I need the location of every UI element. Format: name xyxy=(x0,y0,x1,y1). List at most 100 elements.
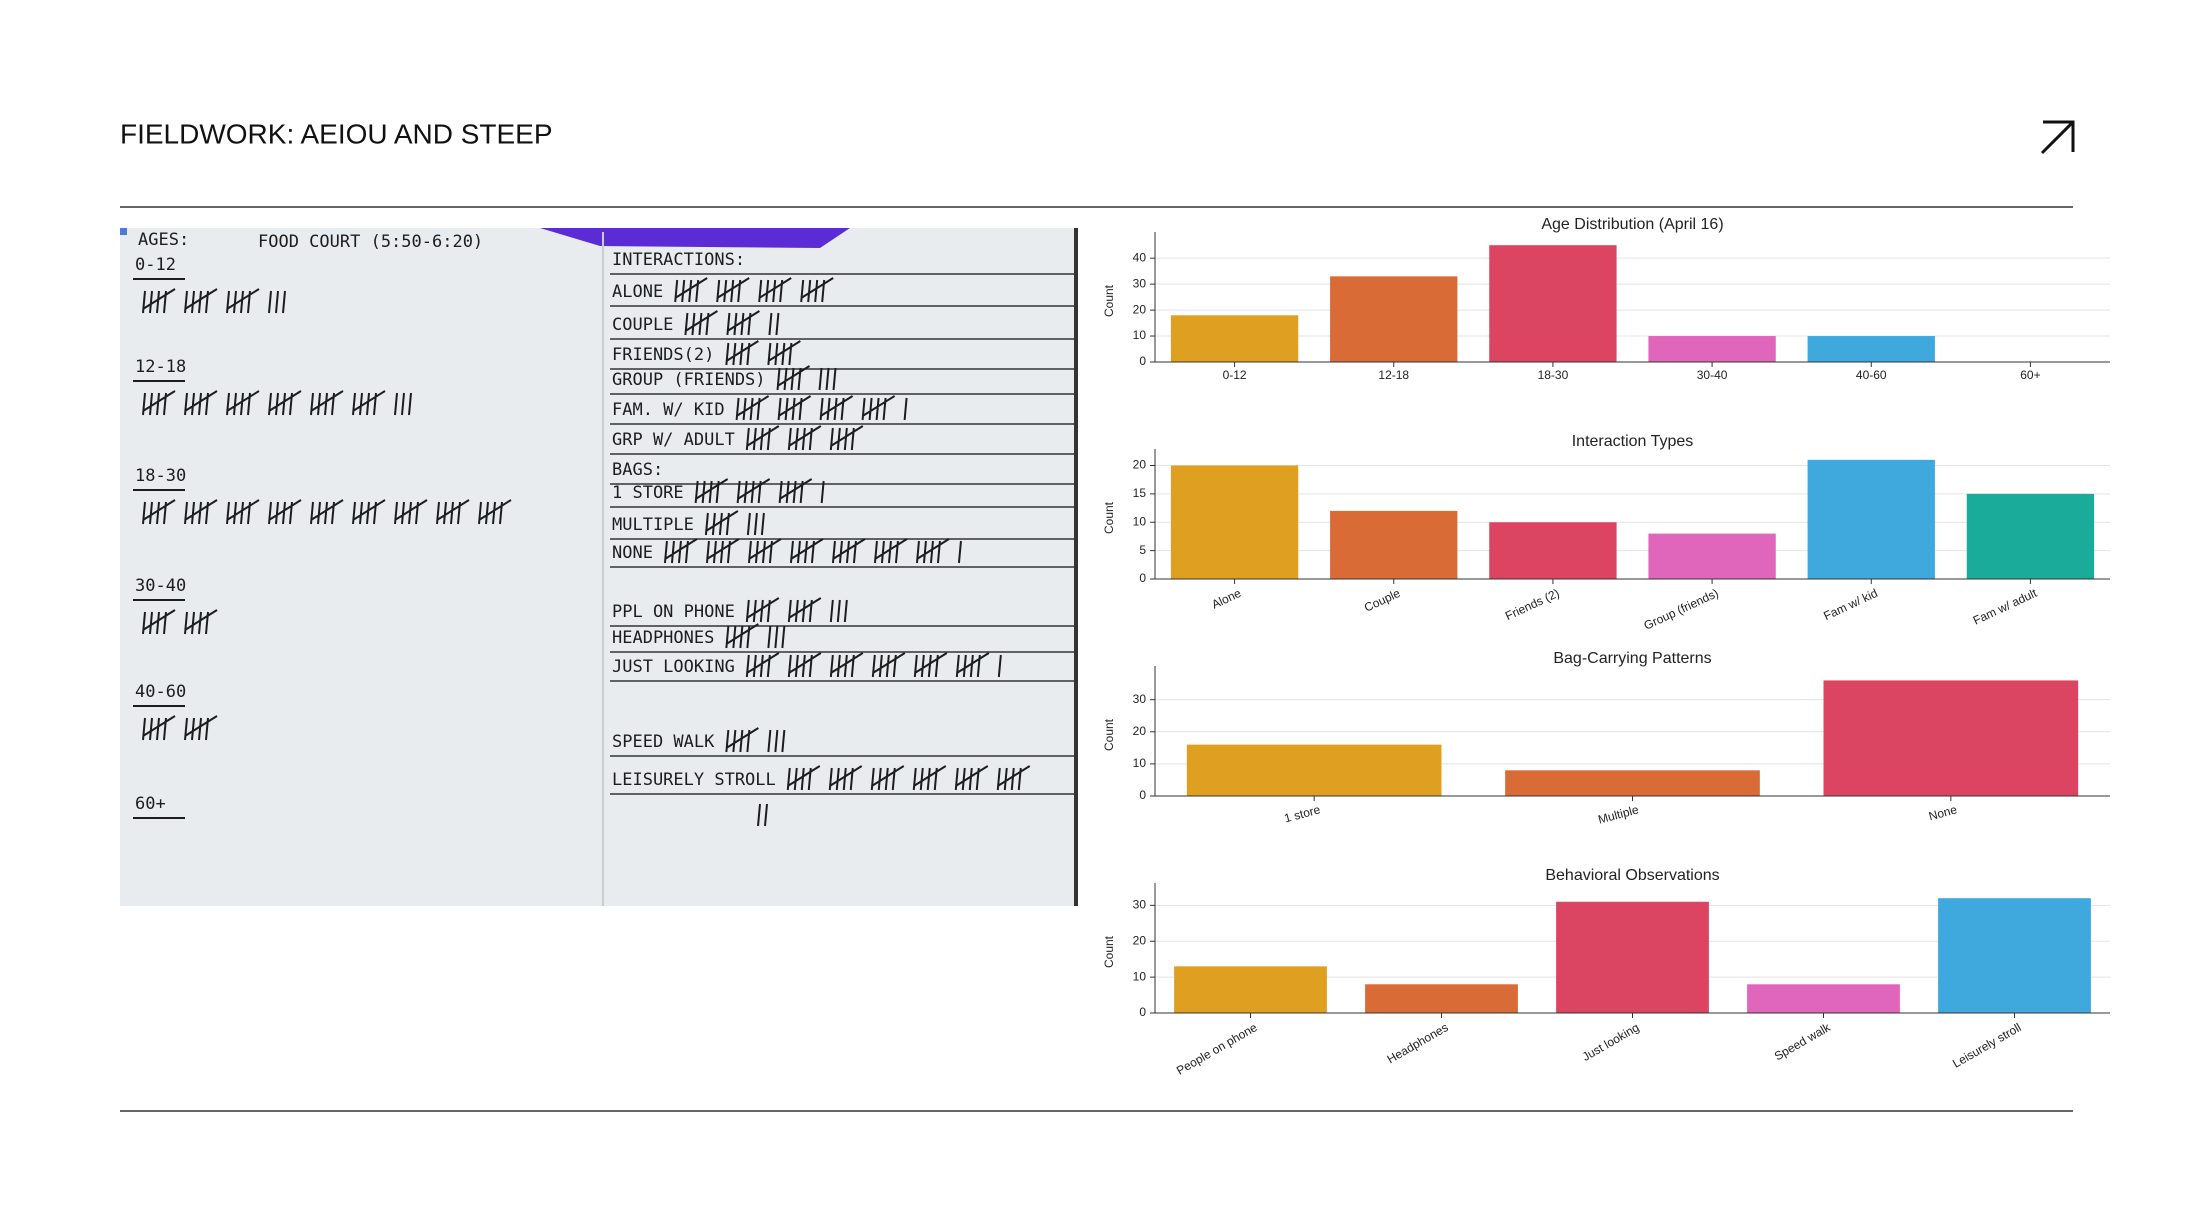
chart-title: Behavioral Observations xyxy=(1545,867,1719,884)
slide-title: FIELDWORK: AEIOU AND STEEP xyxy=(120,118,553,149)
bar xyxy=(1186,744,1442,796)
tally-marks xyxy=(694,478,825,504)
note-label: SPEED WALK xyxy=(612,732,715,752)
tally-marks xyxy=(663,538,962,564)
tally-marks xyxy=(142,499,512,525)
y-tick-label: 0 xyxy=(1139,1005,1146,1019)
x-tick-label: 1 store xyxy=(1283,802,1322,825)
note-label: LEISURELY STROLL xyxy=(612,770,776,790)
y-axis-label: Count xyxy=(1102,501,1116,534)
x-tick-label: None xyxy=(1927,802,1959,823)
x-tick-label: Headphones xyxy=(1385,1020,1451,1066)
notes-heading: AGES: xyxy=(138,230,189,250)
tally-marks xyxy=(142,288,286,314)
tally-marks xyxy=(745,652,1002,678)
x-tick-label: 30-40 xyxy=(1697,368,1728,382)
y-tick-label: 10 xyxy=(1133,328,1147,342)
tally-marks xyxy=(725,623,786,649)
note-label: INTERACTIONS: xyxy=(612,250,745,270)
bar xyxy=(1330,276,1458,362)
y-axis-label: Count xyxy=(1102,935,1116,968)
y-tick-label: 20 xyxy=(1133,302,1147,316)
y-axis-label: Count xyxy=(1102,284,1116,317)
x-tick-label: Fam w/ adult xyxy=(1971,586,2040,628)
note-label: 60+ xyxy=(135,794,166,814)
y-tick-label: 30 xyxy=(1133,276,1147,290)
x-tick-label: Multiple xyxy=(1597,802,1641,826)
note-label: 30-40 xyxy=(135,576,186,596)
x-tick-label: People on phone xyxy=(1174,1020,1260,1078)
tally-marks xyxy=(745,597,848,623)
tally-marks xyxy=(142,609,218,635)
bar xyxy=(1938,898,2091,1013)
x-tick-label: 12-18 xyxy=(1378,368,1409,382)
bar xyxy=(1489,522,1617,579)
bar xyxy=(1823,680,2079,796)
bar xyxy=(1170,465,1299,579)
bar xyxy=(1966,493,2095,579)
note-label: GRP W/ ADULT xyxy=(612,430,735,450)
y-tick-label: 30 xyxy=(1133,692,1147,706)
note-label: FRIENDS(2) xyxy=(612,345,714,365)
note-label: GROUP (FRIENDS) xyxy=(612,370,766,390)
y-axis-label: Count xyxy=(1102,718,1116,751)
tally-marks xyxy=(674,277,834,303)
x-tick-label: Alone xyxy=(1209,586,1243,612)
note-label: PPL ON PHONE xyxy=(612,602,735,622)
y-tick-label: 15 xyxy=(1133,486,1147,500)
tally-marks xyxy=(735,395,908,421)
arrow-icon[interactable] xyxy=(2040,120,2075,155)
note-label: FAM. W/ KID xyxy=(612,400,725,420)
bar xyxy=(1807,459,1935,579)
y-tick-label: 10 xyxy=(1133,756,1147,770)
tally-marks xyxy=(704,510,765,536)
x-tick-label: Fam w/ kid xyxy=(1821,586,1879,623)
tally-marks xyxy=(757,765,1031,827)
y-tick-label: 20 xyxy=(1133,458,1147,472)
note-label: 1 STORE xyxy=(612,483,684,503)
x-tick-label: 0-12 xyxy=(1223,368,1247,382)
bar xyxy=(1648,336,1776,362)
y-tick-label: 0 xyxy=(1139,571,1146,585)
chart-title: Age Distribution (April 16) xyxy=(1541,216,1723,233)
tally-marks xyxy=(776,365,837,391)
x-tick-label: Just looking xyxy=(1580,1020,1642,1064)
note-label: COUPLE xyxy=(612,315,673,335)
bar xyxy=(1648,533,1776,579)
tally-marks xyxy=(142,715,218,741)
x-tick-label: 60+ xyxy=(2020,368,2040,382)
y-tick-label: 20 xyxy=(1133,933,1147,947)
y-tick-label: 5 xyxy=(1139,543,1146,557)
note-label: HEADPHONES xyxy=(612,628,714,648)
y-tick-label: 30 xyxy=(1133,898,1147,912)
chart-title: Interaction Types xyxy=(1572,433,1694,450)
note-label: 18-30 xyxy=(135,466,186,486)
y-tick-label: 20 xyxy=(1133,724,1147,738)
x-tick-label: Couple xyxy=(1362,586,1403,615)
note-label: NONE xyxy=(612,543,653,563)
chart-title: Bag-Carrying Patterns xyxy=(1553,650,1711,667)
note-label: JUST LOOKING xyxy=(612,657,735,677)
note-label: BAGS: xyxy=(612,460,663,480)
y-tick-label: 10 xyxy=(1133,514,1147,528)
note-label: MULTIPLE xyxy=(612,515,694,535)
x-tick-label: Group (friends) xyxy=(1642,586,1721,633)
note-label: ALONE xyxy=(612,282,663,302)
notes-location: FOOD COURT (5:50-6:20) xyxy=(258,232,483,252)
note-label: 12-18 xyxy=(135,357,186,377)
x-tick-label: Friends (2) xyxy=(1503,586,1561,623)
x-tick-label: Speed walk xyxy=(1772,1020,1834,1064)
tally-marks xyxy=(725,340,801,366)
bar xyxy=(1556,901,1709,1013)
note-label: 0-12 xyxy=(135,255,176,275)
y-tick-label: 0 xyxy=(1139,788,1146,802)
bar xyxy=(1365,984,1518,1013)
tally-marks xyxy=(745,425,864,451)
tally-marks xyxy=(142,390,412,416)
bar xyxy=(1747,984,1900,1013)
x-tick-label: Leisurely stroll xyxy=(1950,1020,2023,1070)
bar xyxy=(1505,770,1760,796)
bar xyxy=(1330,510,1458,579)
tally-marks xyxy=(684,310,780,336)
